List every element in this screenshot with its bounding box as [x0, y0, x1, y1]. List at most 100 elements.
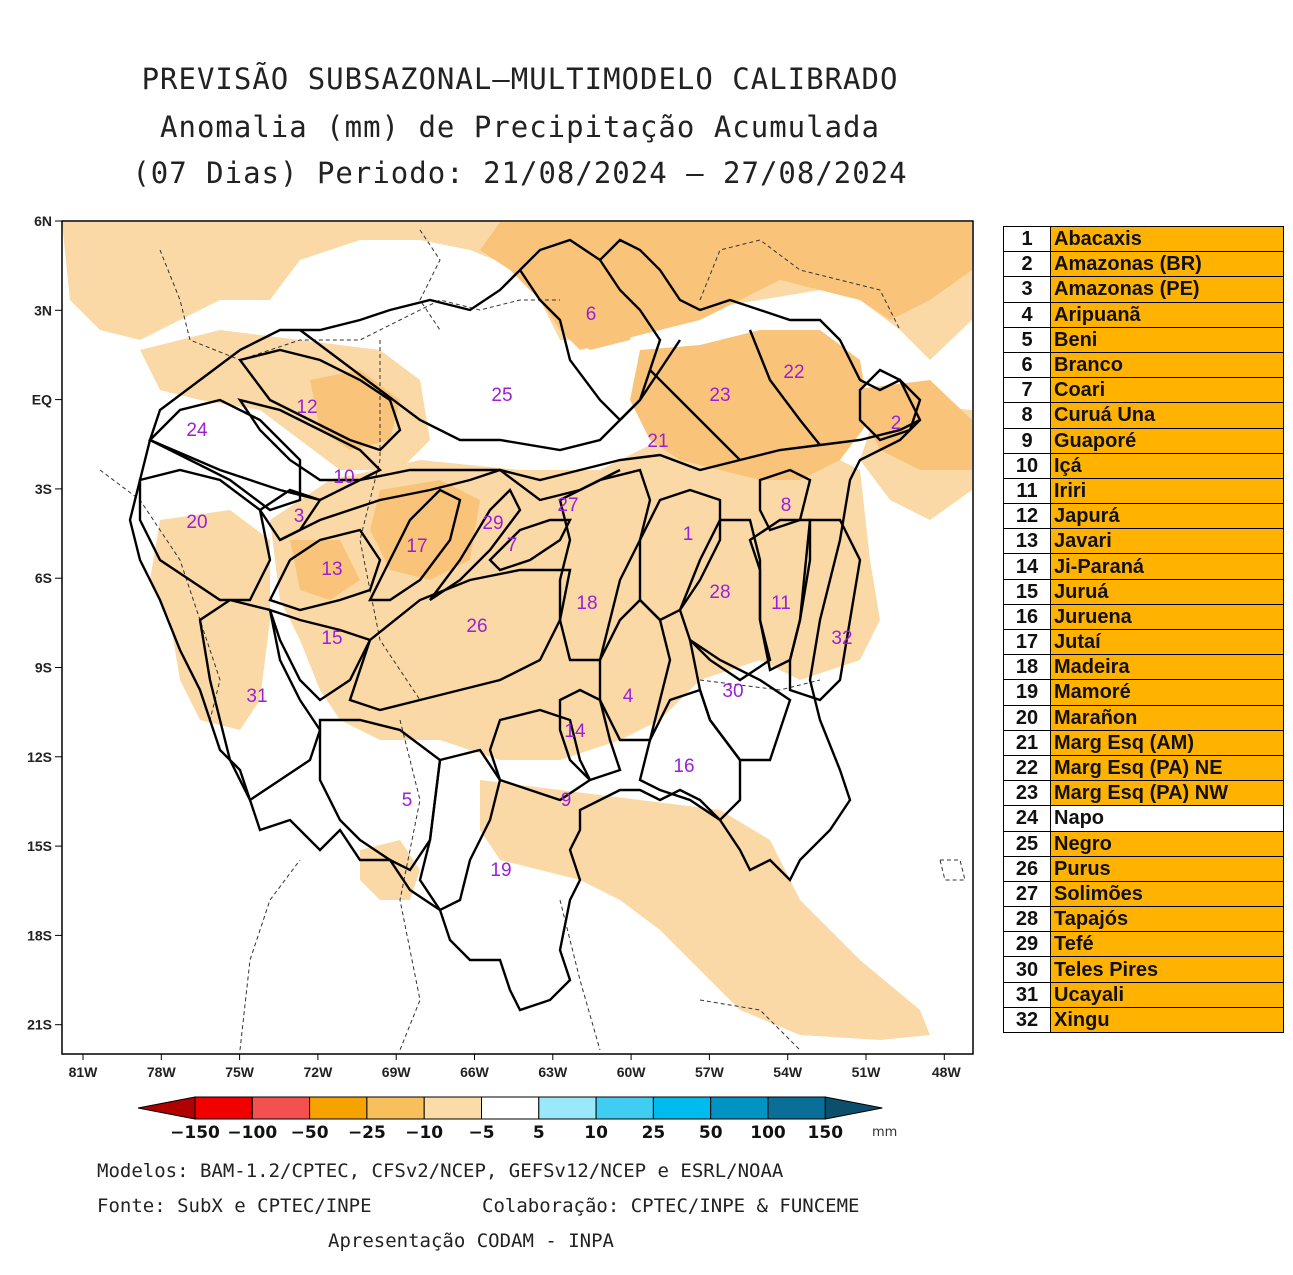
region-label-7: 7	[507, 535, 518, 556]
basin-outline-ica	[237, 398, 383, 482]
shade-med-branco	[540, 270, 640, 350]
basin-name: Javari	[1050, 528, 1284, 555]
basin-row: 30 Teles Pires	[1003, 956, 1284, 983]
basin-number: 3	[1003, 276, 1051, 303]
basin-outline-juruena	[638, 688, 742, 822]
region-label-14: 14	[564, 721, 586, 742]
region-label-20: 20	[186, 512, 207, 533]
basin-name: Ucayali	[1050, 981, 1284, 1008]
basin-name: Negro	[1050, 830, 1284, 857]
shade-med-javari	[290, 540, 360, 600]
basin-name: Marañon	[1050, 704, 1284, 731]
basin-name: Xingu	[1050, 1006, 1284, 1034]
basin-outline-beni	[318, 718, 442, 872]
lon-tick-label: 66W	[460, 1064, 490, 1080]
colorbar-cell	[595, 1096, 654, 1120]
lon-tick-label: 54W	[773, 1064, 803, 1080]
basin-name: Jutaí	[1050, 628, 1284, 656]
lat-tick-label: 18S	[27, 927, 52, 943]
basin-number: 2	[1003, 251, 1051, 278]
basin-name: Branco	[1050, 351, 1284, 379]
colorbar-cell	[538, 1096, 597, 1120]
basin-number: 5	[1003, 326, 1051, 353]
basin-outline-branco	[519, 259, 662, 422]
shade-med-jutai	[370, 480, 480, 580]
basin-outline-purus	[348, 568, 572, 712]
basin-name: Tapajós	[1050, 906, 1284, 933]
colorbar-label: 100	[750, 1123, 786, 1143]
title-line-1: PREVISÃO SUBSAZONAL—MULTIMODELO CALIBRAD…	[141, 62, 899, 96]
basin-name: Napo	[1050, 805, 1284, 832]
map-figure: 6N 3N EQ 3S 6S 9S 12S 15S 18S 21S 81W 78W 75W 72W 69W…	[27, 213, 974, 1143]
basin-row: 17 Jutaí	[1003, 628, 1284, 656]
basin-row: 31 Ucayali	[1003, 981, 1284, 1008]
basin-outline-coari	[488, 518, 572, 572]
colorbar-cell	[481, 1096, 540, 1120]
colorbar-low-arrow	[137, 1096, 196, 1120]
basin-outline-xingu	[788, 518, 862, 702]
basin-outline-aripuana	[598, 598, 672, 742]
colorbar-label: −5	[468, 1123, 494, 1143]
region-label-31: 31	[246, 686, 267, 707]
lat-tick-label: EQ	[32, 392, 52, 408]
lat-tick-label: 6N	[34, 213, 52, 229]
basin-name: Purus	[1050, 855, 1284, 882]
region-label-29: 29	[482, 513, 503, 534]
lat-tick-label: 3N	[34, 302, 52, 318]
region-label-11: 11	[771, 593, 791, 614]
region-label-32: 32	[831, 628, 852, 649]
basin-number: 27	[1003, 880, 1051, 908]
basin-name: Marg Esq (PA) NW	[1050, 780, 1284, 807]
basin-outline-amazonas-br	[858, 368, 922, 442]
basin-number: 26	[1003, 855, 1051, 882]
basin-row: 13 Javari	[1003, 528, 1284, 555]
region-label-9: 9	[561, 790, 572, 811]
region-label-27: 27	[557, 495, 578, 516]
basin-outline-abacaxis	[638, 488, 722, 622]
shade-southwest	[360, 840, 420, 900]
basin-row: 5 Beni	[1003, 326, 1284, 353]
basin-number: 17	[1003, 628, 1051, 656]
basin-outline-jutai	[368, 488, 462, 602]
basin-number: 6	[1003, 351, 1051, 379]
basin-outline-outer	[128, 238, 922, 1012]
colorbar-cell	[767, 1096, 826, 1120]
region-label-8: 8	[781, 495, 792, 516]
region-labels: 1 2 3 4 5 6 7 8 9 10 11 12 13 14 15 16 1…	[186, 304, 901, 881]
basin-row: 26 Purus	[1003, 855, 1284, 882]
basin-number: 20	[1003, 704, 1051, 731]
basin-outline-ucayali	[198, 598, 322, 802]
basin-row: 25 Negro	[1003, 830, 1284, 857]
longitude-axis: 81W 78W 75W 72W 69W 66W 63W 60W 57W 54W 51W 48W	[69, 1054, 961, 1080]
basin-row: 6 Branco	[1003, 351, 1284, 379]
basin-row: 24 Napo	[1003, 805, 1284, 832]
basin-name: Aripuanã	[1050, 301, 1284, 328]
footer-models: Modelos: BAM-1.2/CPTEC, CFSv2/NCEP, GEFS…	[97, 1160, 784, 1182]
basin-outline-madeira	[558, 468, 652, 662]
basin-outline-amazonas-pe	[258, 488, 322, 542]
region-label-30: 30	[722, 681, 743, 702]
colorbar-label: −50	[291, 1123, 329, 1143]
basin-number: 4	[1003, 301, 1051, 328]
basin-name: Coari	[1050, 377, 1284, 404]
region-label-3: 3	[294, 506, 305, 527]
region-label-25: 25	[491, 385, 512, 406]
shade-med-center	[630, 330, 870, 480]
region-label-19: 19	[490, 860, 511, 881]
lon-tick-label: 69W	[382, 1064, 412, 1080]
basin-number: 25	[1003, 830, 1051, 857]
basin-number: 8	[1003, 402, 1051, 429]
basin-name: Amazonas (BR)	[1050, 251, 1284, 278]
basin-row: 12 Japurá	[1003, 503, 1284, 530]
basin-name: Madeira	[1050, 654, 1284, 681]
colorbar-label: 25	[642, 1123, 666, 1143]
latitude-axis: 6N 3N EQ 3S 6S 9S 12S 15S 18S 21S	[27, 213, 62, 1033]
basin-number: 9	[1003, 427, 1051, 454]
basin-row: 29 Tefé	[1003, 931, 1284, 958]
region-label-4: 4	[623, 686, 634, 707]
basin-number: 1	[1003, 225, 1051, 253]
basin-row: 28 Tapajós	[1003, 906, 1284, 933]
anomaly-shading	[62, 222, 972, 1040]
basin-row: 3 Amazonas (PE)	[1003, 276, 1284, 303]
basin-row: 8 Curuá Una	[1003, 402, 1284, 429]
